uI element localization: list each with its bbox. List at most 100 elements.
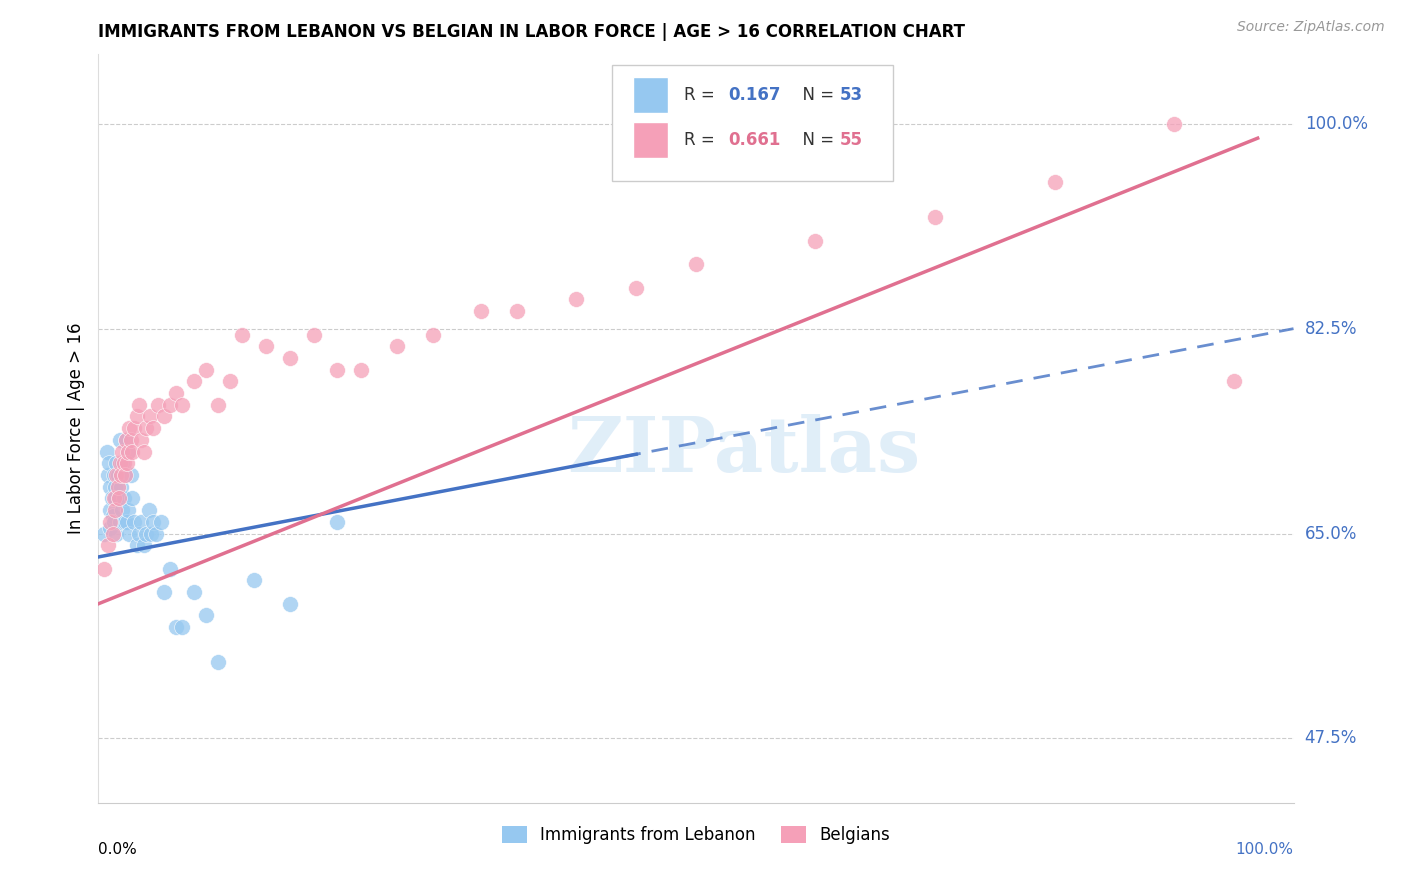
Text: N =: N = <box>792 131 839 149</box>
Point <box>243 574 266 588</box>
Point <box>121 444 143 458</box>
Point <box>117 503 139 517</box>
Point <box>107 491 129 506</box>
Point <box>107 480 129 494</box>
Point <box>231 327 253 342</box>
Y-axis label: In Labor Force | Age > 16: In Labor Force | Age > 16 <box>66 322 84 534</box>
Point <box>172 620 194 634</box>
Point <box>565 293 588 307</box>
Point <box>98 456 121 470</box>
Point <box>1043 175 1066 189</box>
Point <box>124 421 146 435</box>
Text: ZIPatlas: ZIPatlas <box>567 414 921 488</box>
Point <box>105 456 128 470</box>
Point <box>114 468 136 483</box>
Point <box>149 515 172 529</box>
Point <box>139 526 162 541</box>
Point <box>626 281 648 295</box>
Point <box>111 456 134 470</box>
Point <box>326 515 349 529</box>
Point <box>115 433 138 447</box>
Point <box>138 503 160 517</box>
Text: N =: N = <box>792 86 839 103</box>
Point <box>1223 375 1246 389</box>
Point <box>165 386 187 401</box>
Point <box>685 257 707 271</box>
Point <box>104 480 127 494</box>
Point <box>135 421 157 435</box>
Point <box>110 468 132 483</box>
Text: 0.661: 0.661 <box>728 131 780 149</box>
Point <box>108 433 131 447</box>
Point <box>100 491 122 506</box>
Point <box>128 398 150 412</box>
Point <box>112 456 135 470</box>
Point <box>101 508 124 523</box>
Point <box>101 526 124 541</box>
Point <box>96 444 118 458</box>
Point <box>93 562 115 576</box>
Point <box>125 409 148 424</box>
Text: 53: 53 <box>839 86 862 103</box>
Legend: Immigrants from Lebanon, Belgians: Immigrants from Lebanon, Belgians <box>495 819 897 851</box>
Bar <box>633 77 668 112</box>
Text: 100.0%: 100.0% <box>1305 115 1368 133</box>
Text: 0.167: 0.167 <box>728 86 780 103</box>
Point <box>132 444 155 458</box>
Point <box>98 521 122 535</box>
Point <box>165 620 187 634</box>
Point <box>131 515 153 529</box>
Text: IMMIGRANTS FROM LEBANON VS BELGIAN IN LABOR FORCE | AGE > 16 CORRELATION CHART: IMMIGRANTS FROM LEBANON VS BELGIAN IN LA… <box>98 23 966 41</box>
Point <box>120 468 142 483</box>
Point <box>125 538 148 552</box>
Point <box>131 433 153 447</box>
Point <box>195 362 218 376</box>
Point <box>142 421 165 435</box>
Point <box>422 327 444 342</box>
Point <box>153 585 176 599</box>
Point <box>110 480 132 494</box>
Text: Source: ZipAtlas.com: Source: ZipAtlas.com <box>1237 20 1385 34</box>
Point <box>97 538 120 552</box>
Point <box>385 339 409 353</box>
Point <box>302 327 325 342</box>
Point <box>118 526 141 541</box>
Point <box>135 526 157 541</box>
Text: 0.0%: 0.0% <box>98 842 138 856</box>
Text: 47.5%: 47.5% <box>1305 730 1357 747</box>
Point <box>105 468 128 483</box>
Point <box>107 468 129 483</box>
Point <box>159 562 181 576</box>
Point <box>132 538 155 552</box>
Point <box>207 398 229 412</box>
Point <box>128 526 150 541</box>
Point <box>183 375 205 389</box>
Point <box>103 468 125 483</box>
Point <box>118 421 141 435</box>
Point <box>219 375 242 389</box>
Point <box>326 362 349 376</box>
Point <box>153 409 176 424</box>
Point <box>207 655 229 669</box>
Point <box>112 491 135 506</box>
Point <box>121 491 143 506</box>
Point <box>195 608 218 623</box>
Point <box>108 456 131 470</box>
Point <box>98 480 122 494</box>
Point <box>1163 117 1185 131</box>
Point <box>139 409 162 424</box>
Point <box>183 585 205 599</box>
Point <box>111 444 134 458</box>
Point <box>142 515 165 529</box>
Point <box>115 433 138 447</box>
Point <box>117 444 139 458</box>
Bar <box>633 121 668 158</box>
Point <box>506 304 529 318</box>
Point <box>470 304 492 318</box>
Point <box>114 515 136 529</box>
Point <box>104 503 127 517</box>
Point <box>115 456 138 470</box>
Text: 82.5%: 82.5% <box>1305 319 1357 338</box>
Point <box>145 526 167 541</box>
Text: 100.0%: 100.0% <box>1236 842 1294 856</box>
